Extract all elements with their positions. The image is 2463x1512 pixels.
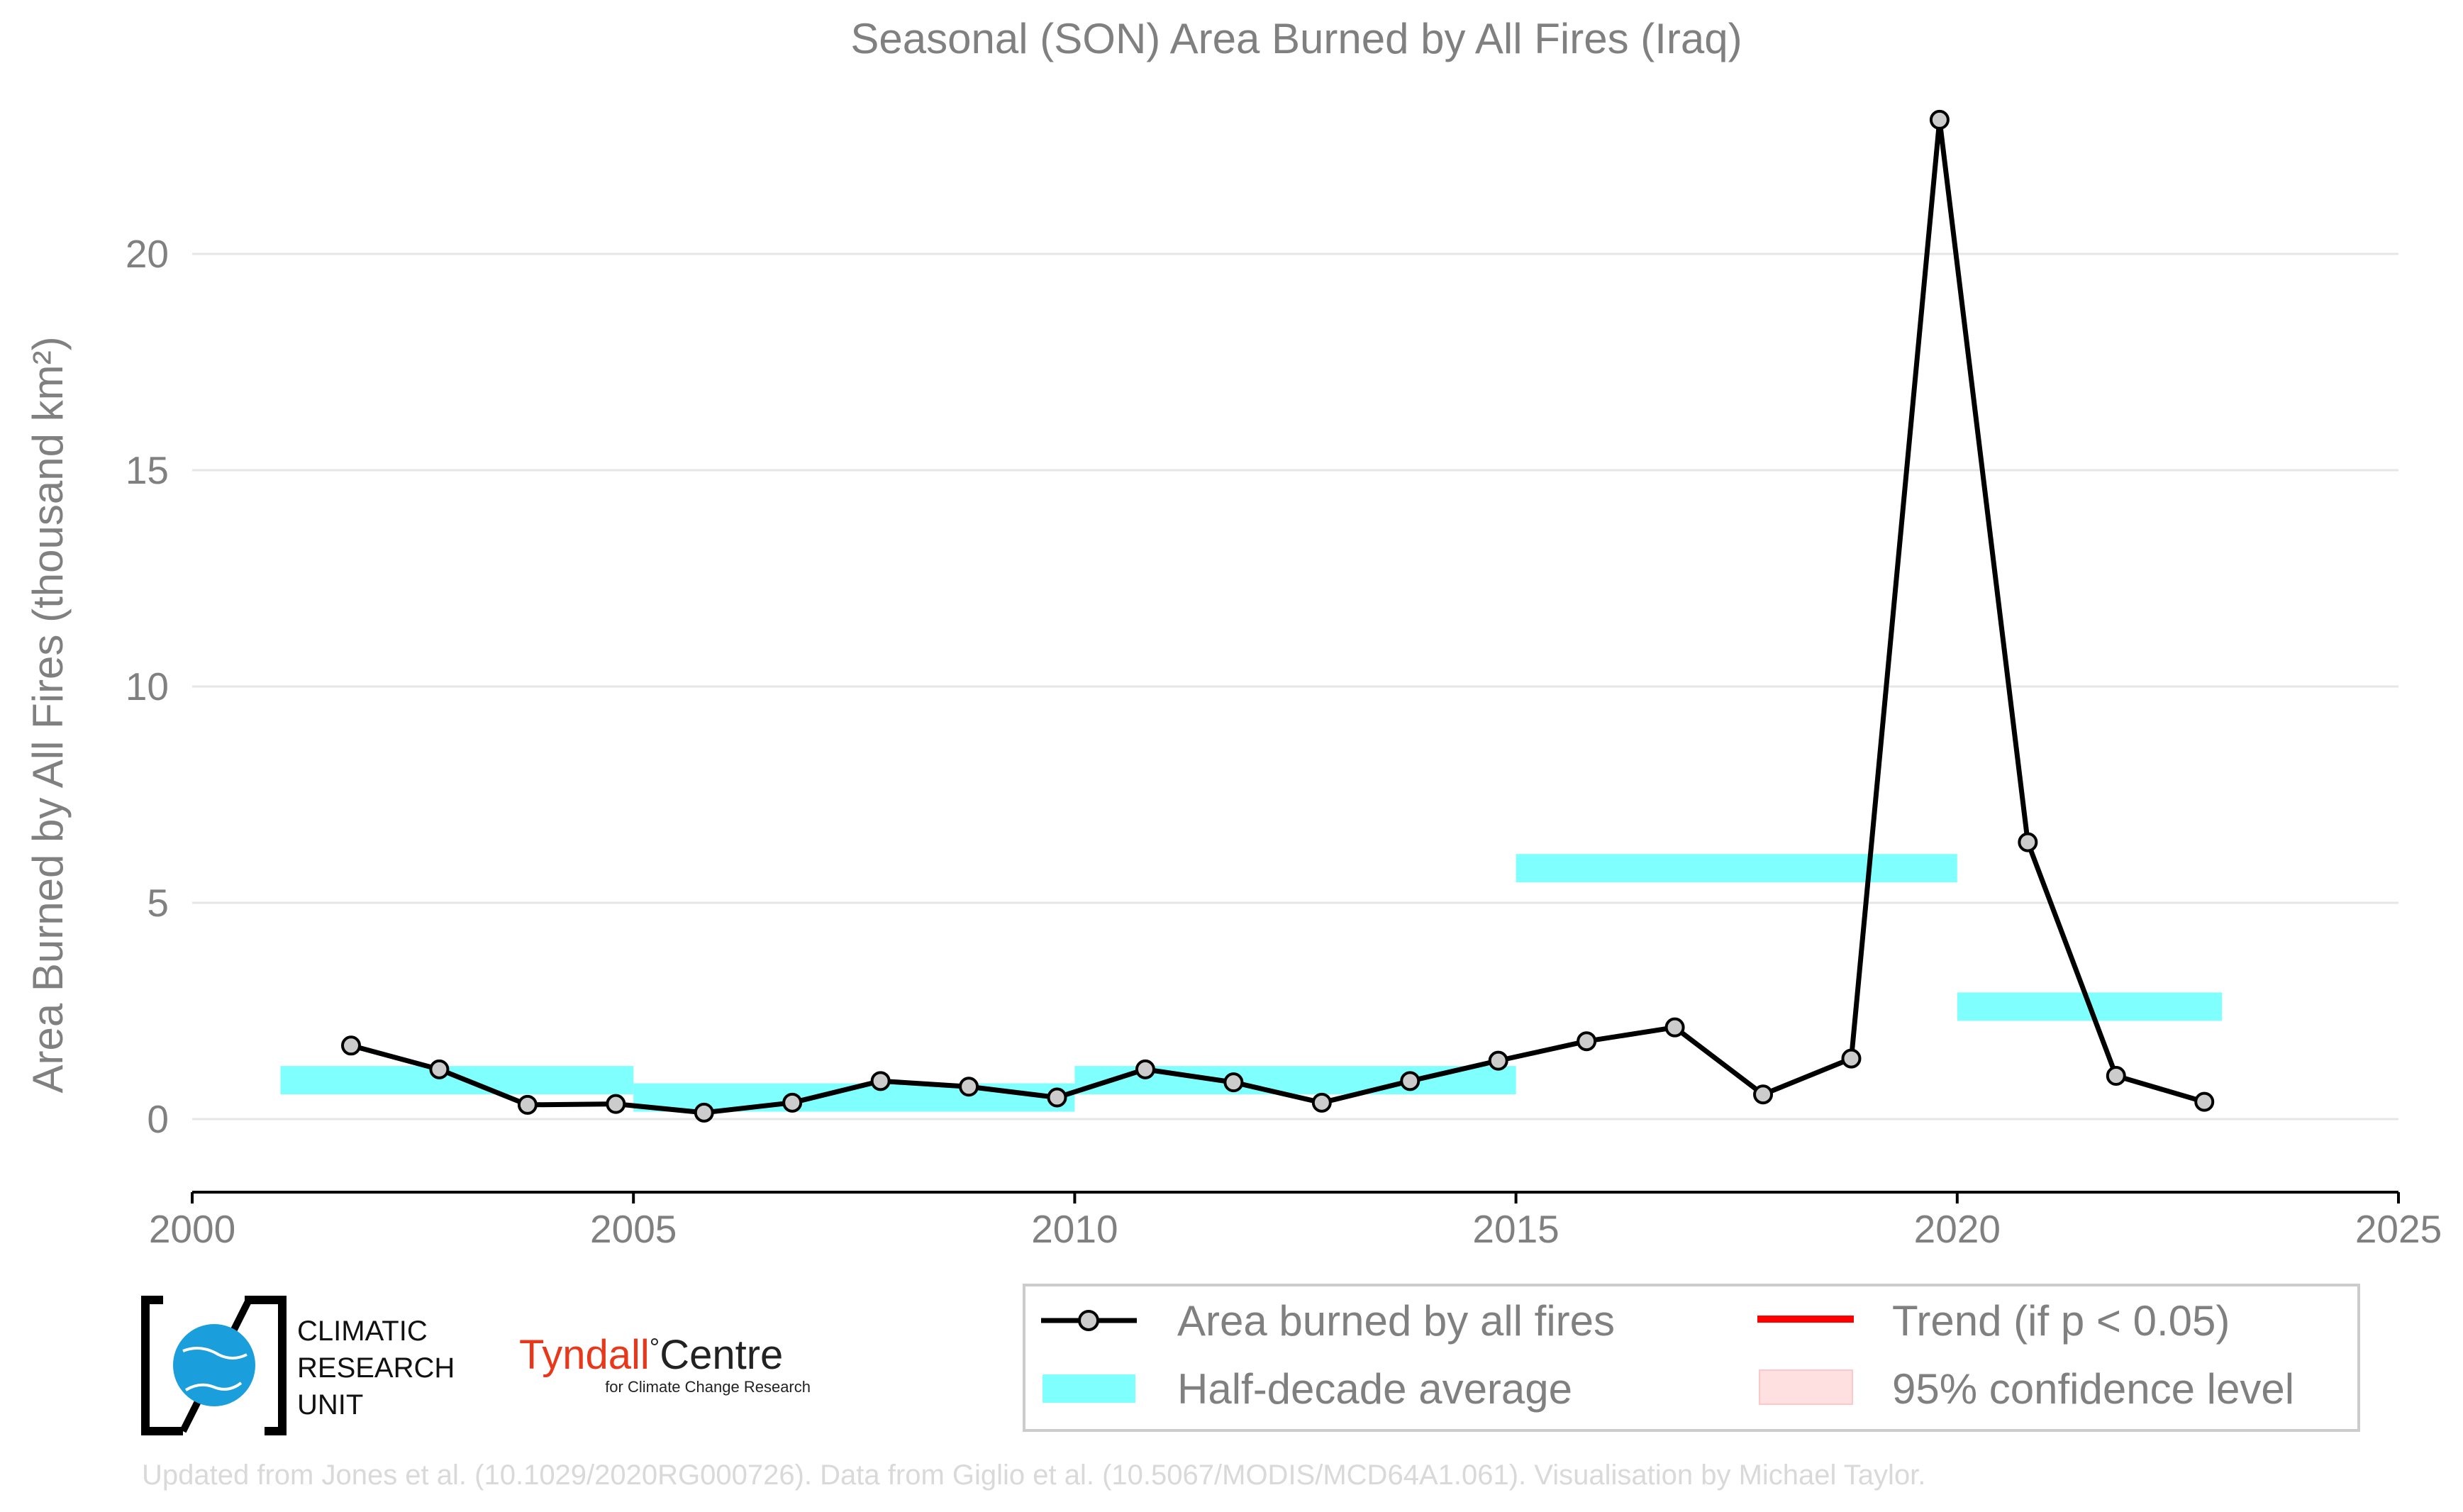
series-points: [340, 109, 2215, 1123]
cru-logo: CLIMATIC RESEARCH UNIT: [141, 1296, 455, 1435]
data-point: [606, 1094, 626, 1114]
legend-swatch-average: [1043, 1374, 1135, 1403]
data-point: [870, 1071, 891, 1091]
y-tick-label: 15: [126, 448, 169, 492]
y-tick-label: 5: [147, 881, 169, 925]
legend-label-average: Half-decade average: [1177, 1365, 1572, 1413]
x-tick-label: 2010: [1031, 1207, 1118, 1251]
tyndall-degree: °: [650, 1333, 660, 1362]
cru-line-1: CLIMATIC: [297, 1316, 428, 1347]
data-point: [429, 1059, 450, 1079]
x-ticks: 2000 2005 2010 2015 2020 2025: [149, 1192, 2442, 1251]
cru-line-3: UNIT: [297, 1389, 363, 1421]
data-point: [1488, 1050, 1508, 1071]
data-point: [2018, 832, 2038, 852]
x-tick-label: 2000: [149, 1207, 235, 1251]
credit-line: Updated from Jones et al. (10.1029/2020R…: [142, 1460, 1925, 1491]
tyndall-word: Tyndall: [519, 1332, 650, 1378]
x-tick-label: 2015: [1472, 1207, 1559, 1251]
x-tick-label: 2025: [2355, 1207, 2442, 1251]
svg-text:Tyndall°Centre: Tyndall°Centre: [519, 1332, 783, 1378]
data-point: [1577, 1031, 1597, 1052]
y-tick-label: 10: [126, 665, 169, 708]
series-line: [350, 117, 2206, 1116]
x-tick-label: 2005: [590, 1207, 677, 1251]
tyndall-logo: Tyndall°Centre for Climate Change Resear…: [519, 1332, 811, 1396]
chart-title: Seasonal (SON) Area Burned by All Fires …: [850, 15, 1742, 62]
data-point: [959, 1077, 979, 1097]
data-point: [517, 1094, 538, 1115]
tyndall-subtitle: for Climate Change Research: [605, 1378, 811, 1396]
data-point: [1223, 1072, 1244, 1093]
half-decade-bar: [1516, 854, 1957, 883]
cru-globe-land: [182, 1347, 248, 1391]
data-point: [1664, 1017, 1685, 1038]
cru-globe-icon: [173, 1324, 255, 1406]
y-tick-label: 20: [126, 232, 169, 276]
data-point: [1135, 1059, 1155, 1079]
legend-swatch-confidence: [1759, 1369, 1853, 1405]
data-point: [2106, 1066, 2126, 1086]
legend-label-confidence: 95% confidence level: [1892, 1365, 2294, 1413]
data-point: [1929, 109, 1950, 130]
cru-bracket-right: [245, 1296, 287, 1435]
gridlines: [192, 252, 2398, 1121]
data-point: [1753, 1084, 1774, 1105]
legend-box: [1023, 1284, 2360, 1432]
y-axis-label: Area Burned by All Fires (thousand km²): [24, 336, 72, 1093]
data-point: [694, 1102, 714, 1123]
data-point: [2194, 1091, 2215, 1112]
data-point: [1311, 1092, 1332, 1113]
cru-bracket-left: [141, 1296, 183, 1435]
legend-label-trend: Trend (if p < 0.05): [1892, 1297, 2230, 1345]
legend-marker-swatch: [1078, 1310, 1099, 1331]
data-point: [782, 1092, 803, 1113]
data-point: [1400, 1071, 1420, 1091]
legend: Area burned by all fires Half-decade ave…: [1023, 1284, 2360, 1432]
y-tick-label: 0: [147, 1097, 169, 1141]
tyndall-centre-word: Centre: [660, 1332, 783, 1378]
data-point: [1841, 1048, 1862, 1069]
cru-line-2: RESEARCH: [297, 1352, 455, 1384]
y-tick-labels: 0 5 10 15 20: [126, 232, 169, 1141]
legend-label-series: Area burned by all fires: [1177, 1297, 1615, 1345]
series-polyline: [350, 117, 2206, 1116]
data-point: [340, 1035, 361, 1056]
half-decade-bars: [280, 854, 2223, 1112]
x-tick-label: 2020: [1914, 1207, 2001, 1251]
data-point: [1047, 1087, 1067, 1108]
half-decade-bar: [280, 1066, 634, 1095]
